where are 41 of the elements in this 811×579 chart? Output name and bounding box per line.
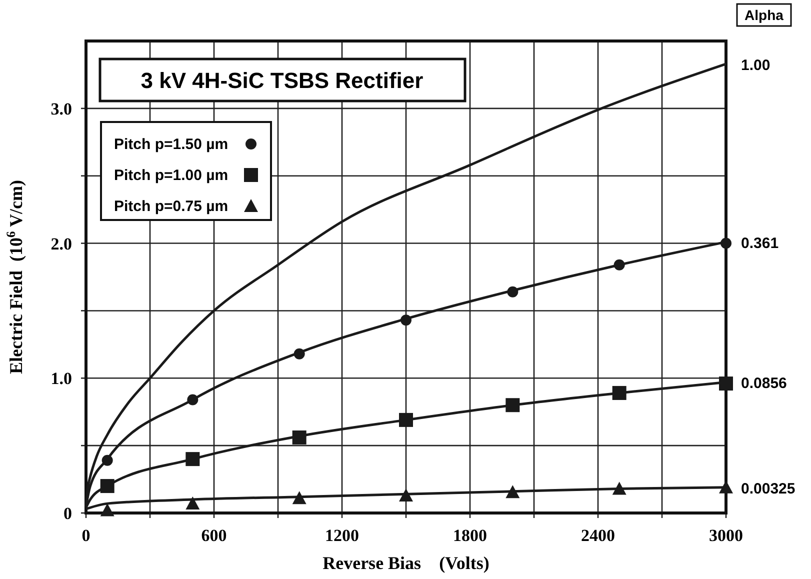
point — [294, 348, 305, 360]
x-tick-label: 2400 — [581, 526, 615, 545]
x-tick-label: 0 — [82, 526, 90, 545]
text: 0.361 — [741, 234, 779, 252]
x-tick-label: 3000 — [709, 526, 743, 545]
y-tick-label: 3.0 — [50, 99, 72, 118]
y-tick-label: 1.0 — [50, 369, 72, 388]
text: 1.00 — [741, 56, 770, 74]
point — [292, 430, 306, 444]
point — [186, 496, 200, 510]
point — [614, 259, 625, 270]
point — [100, 503, 114, 516]
x-tick-label: 1800 — [453, 526, 487, 545]
point — [292, 491, 306, 504]
point — [720, 238, 732, 249]
point — [506, 485, 520, 498]
point — [399, 488, 413, 502]
y-tick-label: 2.0 — [50, 234, 72, 254]
legend-label: Pitch p=1.50 µm — [114, 136, 228, 153]
text: 0.0856 — [741, 375, 787, 392]
y-tick-label: 0 — [64, 504, 72, 523]
point — [399, 412, 413, 427]
point — [506, 398, 520, 412]
point — [612, 482, 626, 495]
point — [187, 394, 198, 406]
point — [186, 452, 200, 466]
legend-label: Pitch p=1.00 µm — [114, 167, 228, 184]
point — [102, 454, 113, 466]
x-axis-title: Reverse Bias (Volts) — [322, 553, 490, 573]
point — [100, 479, 114, 494]
legend-title: Alpha — [744, 7, 784, 23]
legend-label: Pitch p=0.75 µm — [114, 198, 228, 215]
point — [612, 386, 626, 400]
x-tick-label: 600 — [201, 526, 227, 545]
x-tick-label: 1200 — [325, 526, 359, 545]
point — [507, 286, 518, 298]
point — [400, 314, 412, 326]
text: 3 kV 4H-SiC TSBS Rectifier — [140, 68, 424, 93]
text: 0.00325 — [741, 480, 796, 498]
point — [719, 376, 733, 391]
point — [719, 480, 733, 494]
